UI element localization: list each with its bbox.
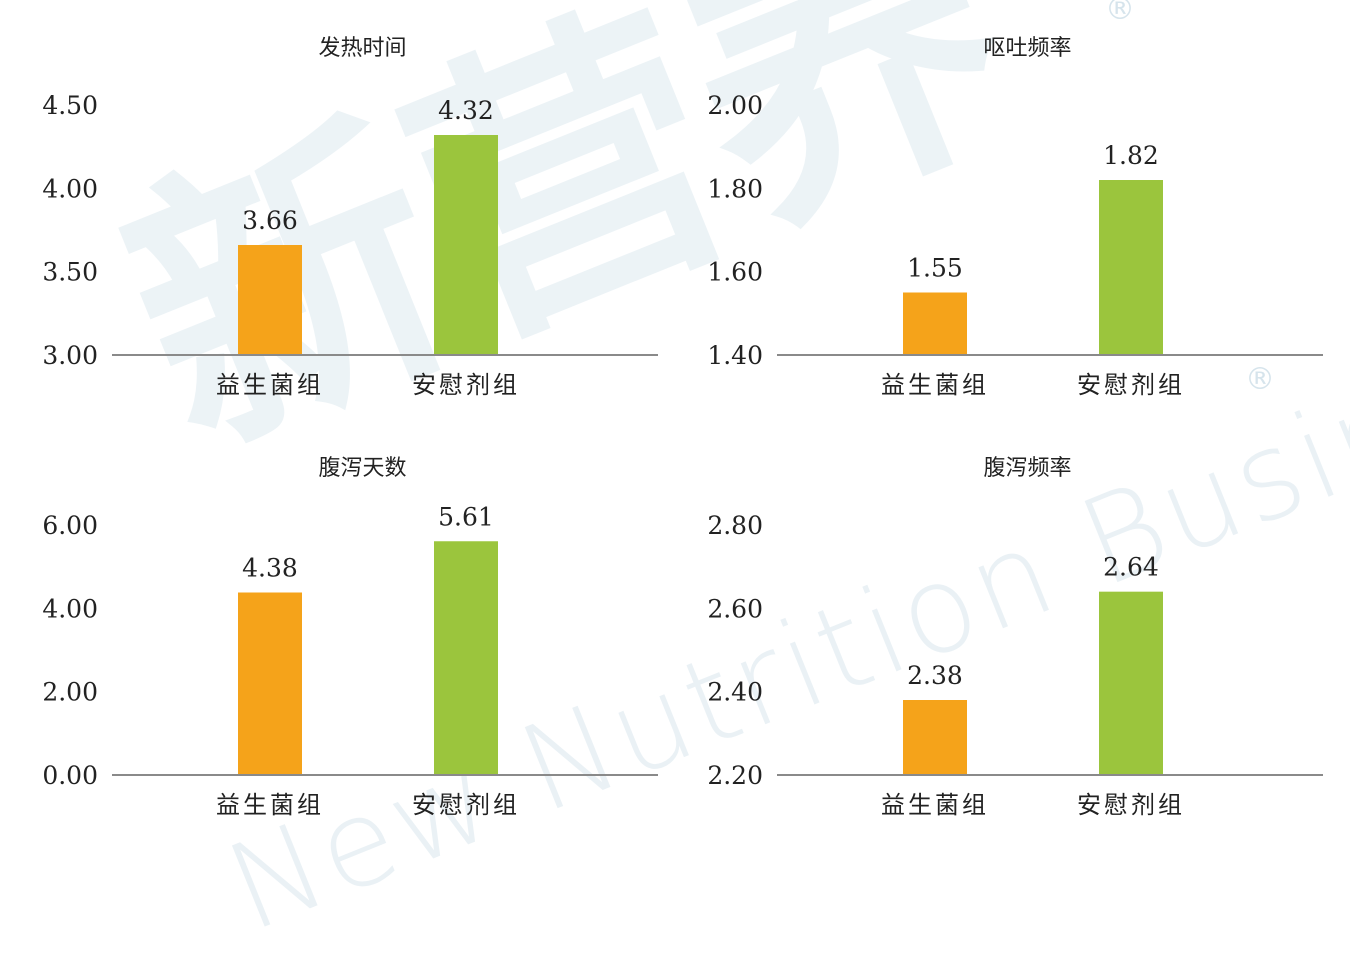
bar-placebo xyxy=(1099,591,1163,775)
chart-title: 发热时间 xyxy=(318,36,407,61)
y-tick-label: 6.00 xyxy=(42,511,98,540)
y-tick-label: 2.40 xyxy=(707,678,763,707)
bar-probiotic xyxy=(903,292,967,355)
y-tick-label: 2.00 xyxy=(42,678,98,707)
x-category-label: 安慰剂组 xyxy=(1077,371,1185,399)
chart-panel-diarrhea-frequency: 腹泻频率 2.20 2.40 2.60 2.80 2.38 益生菌组 2.64 安慰剂组 xyxy=(665,420,1340,842)
data-label: 2.64 xyxy=(1103,553,1159,582)
data-label: 5.61 xyxy=(438,502,494,531)
chart-svg: 2.20 2.40 2.60 2.80 2.38 益生菌组 2.64 安慰剂组 xyxy=(707,511,1323,819)
y-tick-label: 4.50 xyxy=(42,91,98,120)
chart-title: 腹泻频率 xyxy=(983,456,1072,481)
data-label: 4.38 xyxy=(242,554,298,583)
chart-title: 腹泻天数 xyxy=(318,456,407,481)
y-tick-label: 2.80 xyxy=(707,511,763,540)
y-tick-label: 2.60 xyxy=(707,594,763,623)
y-tick-label: 2.00 xyxy=(707,91,763,120)
data-label: 3.66 xyxy=(242,206,298,235)
bar-placebo xyxy=(434,135,498,355)
chart-panel-diarrhea-days: 腹泻天数 0.00 2.00 4.00 6.00 4.38 益生菌组 5.61 安慰剂组 xyxy=(0,420,675,842)
x-category-label: 安慰剂组 xyxy=(412,371,520,399)
y-tick-label: 1.40 xyxy=(707,341,763,370)
chart-panel-vomiting-frequency: 呕吐频率 1.40 1.60 1.80 2.00 1.55 益生菌组 1.82 安慰剂组 xyxy=(665,0,1340,422)
bar-placebo xyxy=(1099,180,1163,355)
chart-svg: 0.00 2.00 4.00 6.00 4.38 益生菌组 5.61 安慰剂组 xyxy=(42,502,658,819)
x-category-label: 益生菌组 xyxy=(216,371,324,399)
x-category-label: 益生菌组 xyxy=(216,791,324,819)
bar-probiotic xyxy=(238,592,302,775)
chart-svg: 1.40 1.60 1.80 2.00 1.55 益生菌组 1.82 安慰剂组 xyxy=(707,91,1323,399)
y-tick-label: 3.50 xyxy=(42,258,98,287)
x-category-label: 安慰剂组 xyxy=(412,791,520,819)
data-label: 2.38 xyxy=(907,661,963,690)
y-tick-label: 3.00 xyxy=(42,341,98,370)
y-tick-label: 0.00 xyxy=(42,761,98,790)
x-category-label: 安慰剂组 xyxy=(1077,791,1185,819)
chart-svg: 3.00 3.50 4.00 4.50 3.66 益生菌组 4.32 安慰剂组 xyxy=(42,91,658,399)
data-label: 4.32 xyxy=(438,96,494,125)
y-tick-label: 2.20 xyxy=(707,761,763,790)
bar-placebo xyxy=(434,541,498,775)
y-tick-label: 4.00 xyxy=(42,174,98,203)
bar-probiotic xyxy=(903,700,967,775)
y-tick-label: 1.60 xyxy=(707,258,763,287)
x-category-label: 益生菌组 xyxy=(881,371,989,399)
data-label: 1.55 xyxy=(907,254,963,283)
y-tick-label: 1.80 xyxy=(707,174,763,203)
x-category-label: 益生菌组 xyxy=(881,791,989,819)
bar-probiotic xyxy=(238,245,302,355)
chart-panel-fever-duration: 发热时间 3.00 3.50 4.00 4.50 3.66 益生菌组 4.32 安慰剂组 xyxy=(0,0,675,422)
data-label: 1.82 xyxy=(1103,141,1159,170)
y-tick-label: 4.00 xyxy=(42,594,98,623)
chart-title: 呕吐频率 xyxy=(983,36,1072,61)
